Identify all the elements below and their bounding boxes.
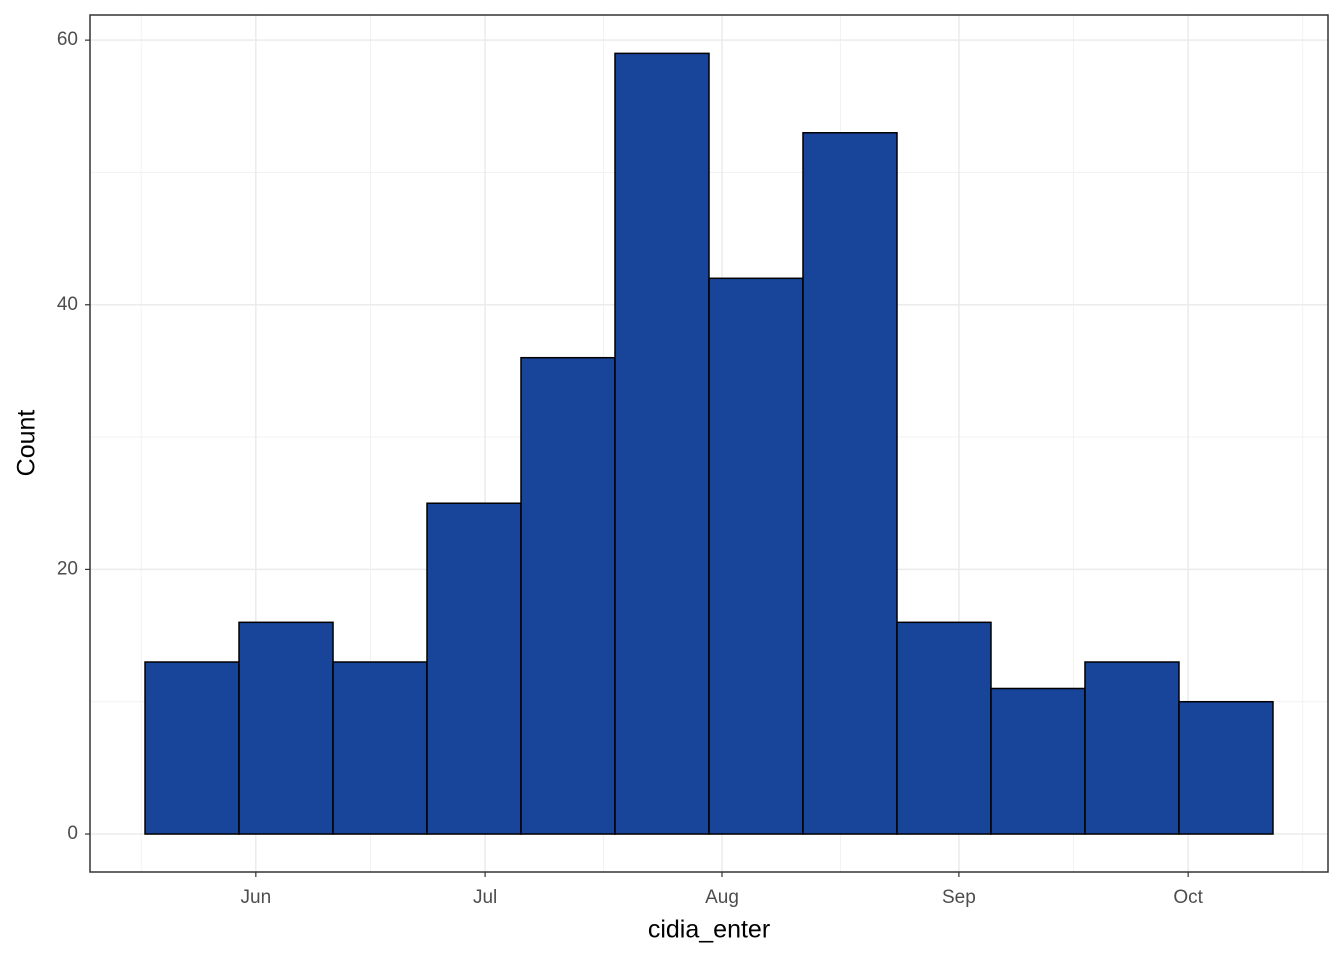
- y-tick-label: 60: [57, 29, 78, 50]
- x-tick-label: Oct: [1173, 887, 1203, 908]
- bar: [426, 502, 522, 835]
- bar: [614, 52, 710, 835]
- bar: [896, 621, 992, 835]
- y-tick-label: 40: [57, 294, 78, 315]
- y-axis-title: Count: [13, 410, 41, 477]
- bar: [238, 621, 334, 835]
- x-axis-title: cidia_enter: [648, 916, 770, 944]
- x-tick-label: Aug: [705, 887, 739, 908]
- bar: [1084, 661, 1180, 835]
- bar: [332, 661, 428, 835]
- y-tick-label: 20: [57, 558, 78, 579]
- bar: [990, 687, 1086, 835]
- bar: [520, 356, 616, 835]
- bar: [708, 277, 804, 835]
- bar: [1178, 700, 1274, 835]
- x-tick-label: Sep: [942, 887, 976, 908]
- bar: [144, 661, 240, 835]
- y-tick-label: 0: [67, 823, 78, 844]
- panel-border: [89, 14, 1329, 873]
- x-tick-label: Jun: [241, 887, 272, 908]
- bar: [802, 132, 898, 835]
- x-tick-label: Jul: [473, 887, 497, 908]
